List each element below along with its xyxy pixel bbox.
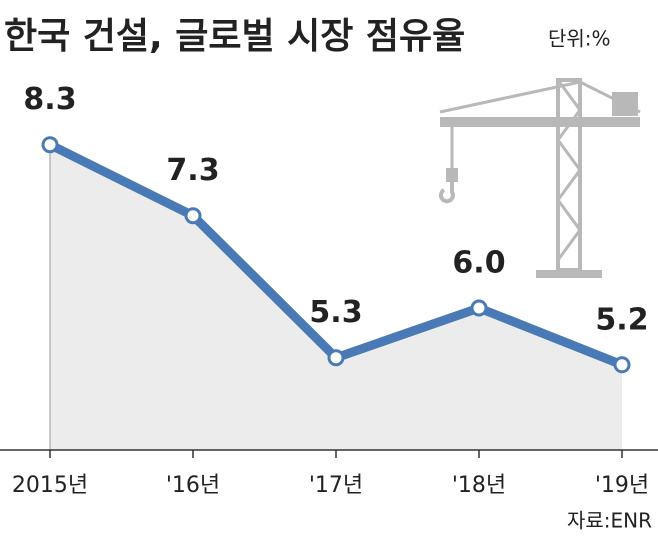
x-tick-label: '19년 bbox=[595, 473, 649, 498]
value-label: 6.0 bbox=[452, 246, 505, 281]
unit-label: 단위:% bbox=[548, 27, 611, 51]
source-label: 자료:ENR bbox=[567, 509, 652, 533]
crane-icon bbox=[438, 78, 641, 278]
x-tick-label: '17년 bbox=[309, 473, 363, 498]
point bbox=[613, 356, 631, 374]
value-label: 5.2 bbox=[595, 302, 648, 337]
value-label: 8.3 bbox=[23, 82, 76, 117]
x-tick-label: 2015년 bbox=[12, 473, 88, 498]
value-label: 5.3 bbox=[309, 295, 362, 330]
point bbox=[184, 207, 202, 225]
point bbox=[470, 299, 488, 317]
point bbox=[327, 349, 345, 367]
chart-title: 한국 건설, 글로벌 시장 점유율 bbox=[4, 16, 465, 57]
x-tick-label: '18년 bbox=[452, 473, 506, 498]
point bbox=[41, 136, 59, 154]
value-label: 7.3 bbox=[166, 153, 219, 188]
x-tick-label: '16년 bbox=[166, 473, 220, 498]
